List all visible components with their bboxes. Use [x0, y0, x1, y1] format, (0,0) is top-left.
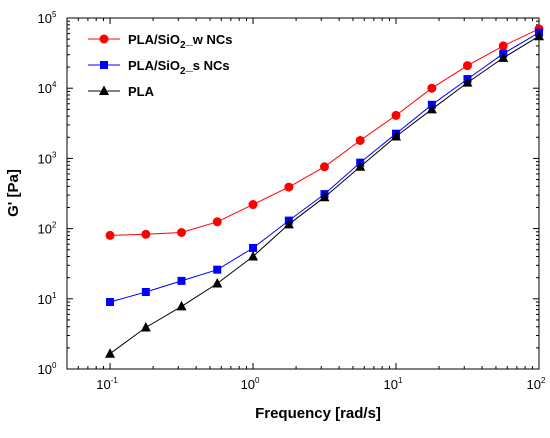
data-point [212, 217, 222, 227]
data-point [319, 191, 330, 202]
y-tick-label: 101 [38, 291, 57, 307]
legend-label-main: PLA/SiO [128, 58, 180, 73]
y-tick-label-exponent: 2 [52, 221, 57, 230]
data-point [462, 61, 472, 71]
data-point [284, 182, 294, 192]
y-tick-label: 103 [38, 150, 57, 166]
data-point [498, 52, 509, 62]
y-tick-label-exponent: 5 [52, 10, 57, 19]
y-axis-title: G' [Pa] [5, 169, 22, 217]
legend-marker [100, 61, 108, 69]
y-tick-label-base: 10 [38, 11, 52, 26]
x-tick-label-exponent: 1 [398, 376, 403, 385]
x-tick-label-base: 10 [96, 377, 110, 392]
y-tick-label-exponent: 1 [52, 291, 57, 300]
data-point [141, 287, 150, 296]
data-point [283, 218, 294, 229]
series-layer [105, 24, 544, 358]
data-point [105, 230, 115, 240]
data-point [141, 229, 151, 239]
legend-label-suffix: _s NCs [185, 58, 230, 73]
y-tick-label-base: 10 [38, 362, 52, 377]
x-tick-label-exponent: -1 [111, 376, 119, 385]
legend-label-subscript: 2 [180, 66, 186, 77]
legend-marker [99, 85, 109, 95]
x-tick-label-base: 10 [241, 377, 255, 392]
data-point [355, 161, 366, 171]
data-point [213, 265, 222, 274]
legend-marker [99, 34, 109, 44]
legend-label: PLA/SiO2_w NCs [128, 32, 233, 51]
x-tick-label: 10-1 [96, 376, 118, 392]
data-point [176, 300, 187, 311]
legend-label: PLA [128, 84, 155, 99]
legend-item: PLA/SiO2_s NCs [88, 58, 230, 77]
data-point [106, 298, 115, 307]
data-point [212, 278, 223, 288]
legend-label-subscript: 2 [180, 40, 186, 51]
x-axis-title: Frequency [rad/s] [255, 405, 381, 422]
y-tick-label: 105 [38, 10, 57, 26]
data-point [248, 200, 258, 210]
data-point [426, 103, 437, 114]
data-point [176, 227, 186, 237]
series-0 [105, 24, 544, 240]
y-tick-label: 104 [38, 80, 57, 96]
y-tick-label-base: 10 [38, 222, 52, 237]
y-tick-label: 102 [38, 221, 57, 237]
data-point [534, 30, 544, 41]
x-tick-label: 100 [241, 376, 260, 392]
legend-label-main: PLA [128, 84, 155, 99]
data-point [462, 77, 473, 87]
x-axis-ticks: 10-1 100 101 102 [77, 18, 546, 392]
legend-label-suffix: _w NCs [185, 32, 233, 47]
y-tick-label-exponent: 4 [52, 80, 57, 89]
series-2 [105, 30, 544, 358]
y-tick-label-base: 10 [38, 151, 52, 166]
legend-item: PLA [88, 84, 155, 99]
plot-frame [66, 17, 540, 370]
legend-item: PLA/SiO2_w NCs [88, 32, 233, 51]
y-tick-label-exponent: 0 [52, 361, 57, 370]
y-tick-label-exponent: 3 [52, 150, 57, 159]
data-point [355, 135, 365, 145]
data-point [498, 41, 508, 51]
data-point [248, 251, 259, 261]
x-tick-label-exponent: 2 [541, 376, 546, 385]
data-point [249, 243, 258, 252]
x-tick-label-base: 10 [527, 377, 541, 392]
data-point [105, 348, 116, 358]
data-point [319, 162, 329, 172]
y-tick-label: 100 [38, 361, 57, 377]
data-point [391, 131, 402, 141]
data-point [140, 322, 151, 332]
x-tick-label: 101 [384, 376, 403, 392]
x-tick-label-exponent: 0 [255, 376, 260, 385]
x-tick-label: 102 [527, 376, 546, 392]
data-point [177, 276, 186, 285]
legend-label-main: PLA/SiO [128, 32, 180, 47]
y-tick-label-base: 10 [38, 81, 52, 96]
legend-label: PLA/SiO2_s NCs [128, 58, 230, 77]
data-point [427, 83, 437, 93]
data-point [391, 110, 401, 120]
x-tick-label-base: 10 [384, 377, 398, 392]
y-tick-label-base: 10 [38, 292, 52, 307]
